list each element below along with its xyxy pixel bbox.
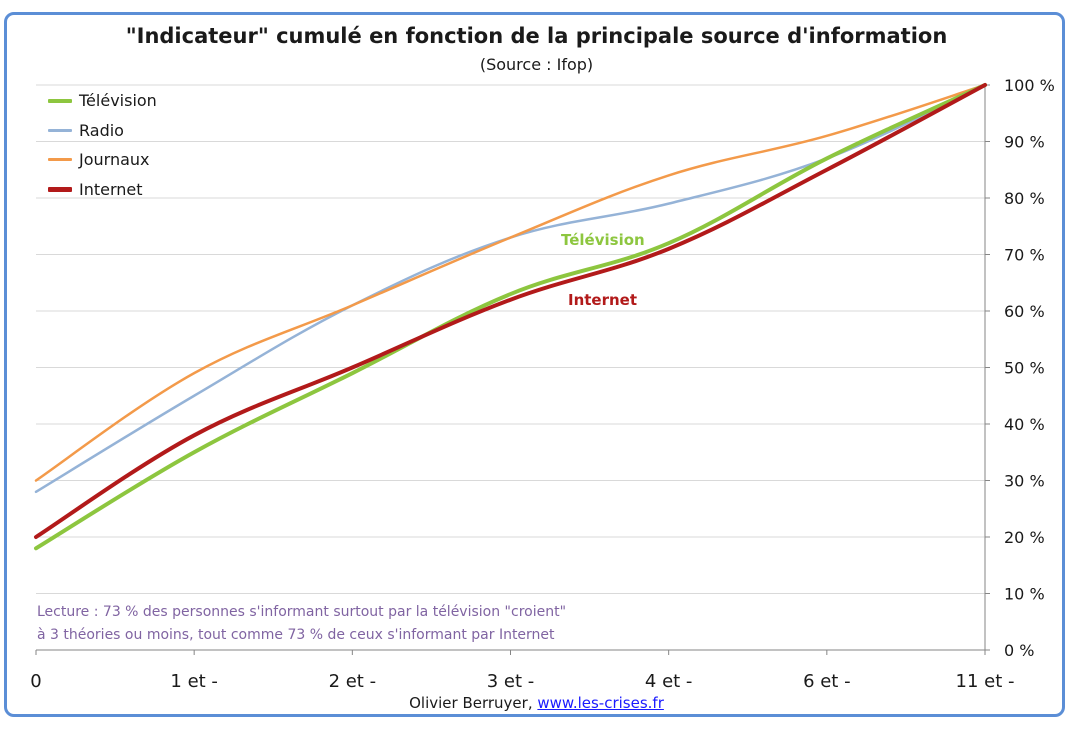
axes (35, 84, 990, 655)
y-tick-label: 60 % (1004, 302, 1045, 321)
legend-label: Radio (79, 120, 124, 140)
y-tick-label: 0 % (1004, 641, 1034, 660)
x-tick-label: 1 et - (170, 671, 218, 692)
legend-swatch (48, 187, 72, 192)
y-tick-label: 40 % (1004, 415, 1045, 434)
legend-item-television: Télévision (48, 86, 157, 116)
series-line (34, 83, 987, 494)
tick-labels: 0 % 10 % 20 % 30 % 40 % 50 % 60 % 70 % 80 % 90 % 1… (30, 76, 1055, 692)
legend-label: Télévision (79, 91, 157, 111)
grid-lines (36, 84, 985, 594)
footer-link[interactable]: www.les-crises.fr (537, 694, 664, 712)
legend-item-radio: Radio (48, 116, 157, 146)
x-tick-label: 3 et - (487, 671, 535, 692)
series-line (34, 83, 987, 551)
note-line: Lecture : 73 % des personnes s'informant… (37, 604, 567, 620)
chart-frame (4, 12, 1065, 717)
legend-item-journaux: Journaux (48, 145, 157, 175)
legend: Télévision Radio Journaux Internet (48, 86, 157, 204)
annotation-internet: Internet (568, 291, 638, 309)
note-line: à 3 théories ou moins, tout comme 73 % d… (37, 627, 555, 643)
footer: Olivier Berruyer, www.les-crises.fr (0, 694, 1073, 712)
legend-item-internet: Internet (48, 175, 157, 205)
legend-swatch (48, 128, 72, 132)
y-tick-label: 70 % (1004, 246, 1045, 265)
legend-label: Internet (79, 179, 143, 199)
x-tick-label: 2 et - (329, 671, 377, 692)
legend-swatch (48, 158, 72, 162)
x-tick-label: 6 et - (803, 671, 851, 692)
x-tick-label: 0 (30, 671, 41, 692)
y-tick-label: 90 % (1004, 133, 1045, 152)
y-tick-label: 30 % (1004, 472, 1045, 491)
chart-title: "Indicateur" cumulé en fonction de la pr… (125, 24, 948, 48)
y-tick-label: 20 % (1004, 528, 1045, 547)
legend-label: Journaux (79, 150, 150, 170)
y-tick-label: 100 % (1004, 76, 1055, 95)
footer-author: Olivier Berruyer, (409, 694, 533, 712)
x-tick-label: 4 et - (645, 671, 693, 692)
legend-swatch (48, 98, 72, 103)
series-line (34, 83, 987, 482)
annotation-television: Télévision (561, 231, 645, 249)
y-tick-label: 10 % (1004, 585, 1045, 604)
series-lines (34, 83, 987, 551)
x-tick-label: 11 et - (956, 671, 1015, 692)
reading-note: Lecture : 73 % des personnes s'informant… (37, 601, 566, 647)
y-tick-label: 80 % (1004, 189, 1045, 208)
y-tick-label: 50 % (1004, 359, 1045, 378)
chart-subtitle: (Source : Ifop) (479, 55, 594, 74)
